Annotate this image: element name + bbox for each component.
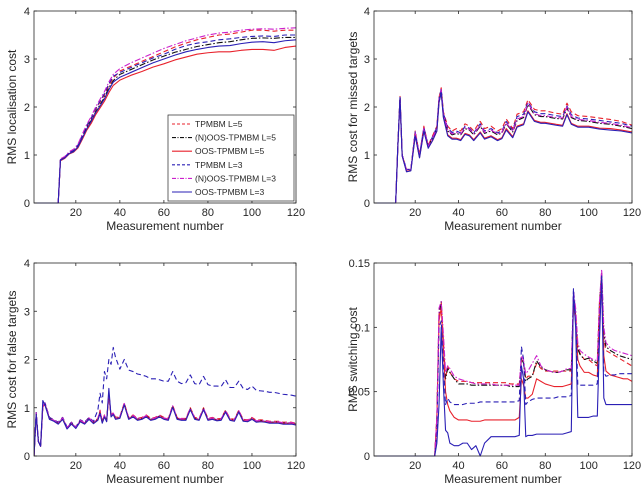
y-axis-label: RMS localisation cost xyxy=(5,49,19,164)
x-tick-label: 120 xyxy=(623,207,641,219)
series-line xyxy=(374,88,632,204)
series-line xyxy=(34,27,296,204)
series-line xyxy=(34,39,296,204)
x-tick-label: 80 xyxy=(202,207,214,219)
y-tick-label: 1 xyxy=(24,150,30,162)
legend: TPMBM L=5 (N)OOS-TPMBM L=5 OOS-TPMBM L=5 TP… xyxy=(167,114,295,202)
legend-label: (N)OOS-TPMBM L=3 xyxy=(195,173,276,183)
y-tick-label: 1 xyxy=(24,403,30,415)
x-tick-label: 60 xyxy=(158,460,170,472)
y-axis-label: RMS cost for missed targets xyxy=(346,32,360,183)
chart-2: 20 40 60 80 100 120 0 1 2 3 4 Measurement number RMS… xyxy=(346,6,641,233)
series-group xyxy=(34,346,296,457)
x-tick-label: 100 xyxy=(579,460,597,472)
y-tick-label: 0.1 xyxy=(355,322,370,334)
x-tick-label: 120 xyxy=(287,207,305,219)
x-tick-label: 40 xyxy=(452,207,464,219)
legend-label: OOS-TPMBM L=5 xyxy=(195,146,264,156)
axes-frame xyxy=(373,262,633,457)
series-line xyxy=(34,34,296,204)
series-group xyxy=(374,87,632,204)
y-tick-label: 1 xyxy=(364,150,370,162)
legend-label: OOS-TPMBM L=3 xyxy=(195,187,264,197)
chart-3: 20 40 60 80 100 120 0 1 2 3 4 Measurement number RMS… xyxy=(5,258,305,486)
x-tick-label: 60 xyxy=(158,207,170,219)
x-tick-label: 60 xyxy=(496,207,508,219)
plot-area xyxy=(34,263,296,456)
x-tick-label: 100 xyxy=(243,460,261,472)
x-tick-label: 40 xyxy=(114,207,126,219)
x-tick-label: 80 xyxy=(539,207,551,219)
plot-area xyxy=(374,11,632,203)
series-line xyxy=(34,387,296,457)
x-tick-label: 20 xyxy=(70,207,82,219)
x-axis-label: Measurement number xyxy=(106,219,223,233)
y-tick-label: 0.05 xyxy=(349,387,370,399)
y-tick-label: 4 xyxy=(24,258,30,270)
plot-area xyxy=(374,263,632,456)
y-axis-label: RMS cost for false targets xyxy=(5,290,19,428)
y-tick-label: 0 xyxy=(364,451,370,463)
x-tick-label: 100 xyxy=(579,207,597,219)
series-group xyxy=(374,268,632,457)
y-tick-label: 0.15 xyxy=(349,258,370,270)
y-tick-label: 2 xyxy=(24,355,30,367)
y-tick-label: 2 xyxy=(364,102,370,114)
y-tick-label: 0 xyxy=(364,198,370,210)
x-tick-label: 20 xyxy=(70,460,82,472)
y-axis-label: RMS switching cost xyxy=(346,306,360,411)
x-tick-label: 40 xyxy=(452,460,464,472)
x-axis-label: Measurement number xyxy=(444,472,561,486)
x-tick-label: 100 xyxy=(243,207,261,219)
x-tick-label: 80 xyxy=(539,460,551,472)
x-axis-label: Measurement number xyxy=(106,472,223,486)
y-tick-label: 4 xyxy=(364,6,370,18)
y-tick-label: 0 xyxy=(24,198,30,210)
series-line xyxy=(374,272,632,457)
legend-label: TPMBM L=5 xyxy=(195,119,243,129)
y-tick-label: 0 xyxy=(24,451,30,463)
y-tick-label: 2 xyxy=(24,102,30,114)
series-line xyxy=(374,275,632,457)
legend-box xyxy=(167,114,295,202)
series-line xyxy=(34,393,296,457)
legend-label: TPMBM L=3 xyxy=(195,160,243,170)
x-tick-label: 60 xyxy=(496,460,508,472)
x-tick-label: 40 xyxy=(114,460,126,472)
legend-label: (N)OOS-TPMBM L=5 xyxy=(195,133,276,143)
series-group xyxy=(34,27,296,204)
series-line xyxy=(374,92,632,204)
x-tick-label: 20 xyxy=(409,460,421,472)
y-tick-label: 3 xyxy=(364,54,370,66)
series-line xyxy=(374,87,632,204)
chart-4: 20 40 60 80 100 120 0 0.05 0.1 0.15 Measurement nu… xyxy=(346,258,641,486)
x-tick-label: 120 xyxy=(287,460,305,472)
chart-1: 20 40 60 80 100 120 0 1 2 3 4 Measurement number RMS… xyxy=(5,6,305,233)
x-tick-label: 120 xyxy=(623,460,641,472)
y-tick-label: 3 xyxy=(24,54,30,66)
x-tick-label: 20 xyxy=(409,207,421,219)
y-tick-label: 4 xyxy=(24,6,30,18)
x-tick-label: 80 xyxy=(202,460,214,472)
series-line xyxy=(374,268,632,457)
x-axis-label: Measurement number xyxy=(444,219,561,233)
y-tick-label: 3 xyxy=(24,306,30,318)
